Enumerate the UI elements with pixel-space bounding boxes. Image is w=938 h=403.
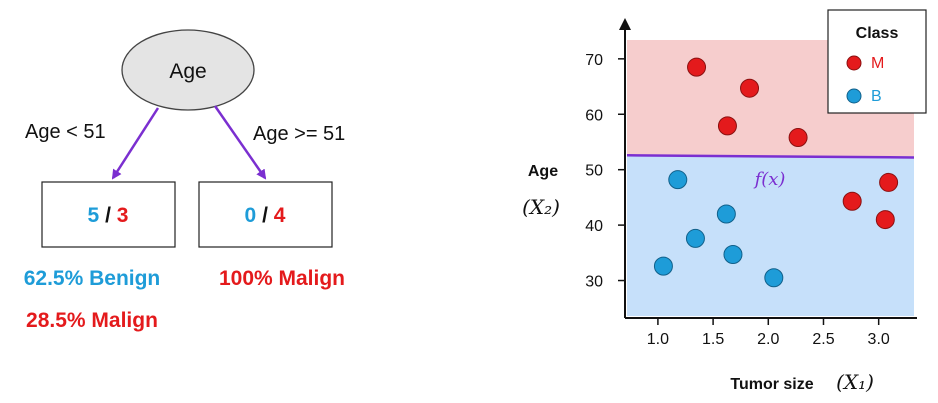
decision-tree: Age Age < 51 Age >= 51 5 / 3 0 / 4 62.5%… — [24, 29, 345, 332]
tree-root-node — [121, 29, 255, 111]
point-b — [723, 244, 743, 264]
x-tick-label: 1.0 — [647, 331, 669, 348]
scatter-chart: f(x) 30 40 50 60 70 1.0 1.5 2.0 2.5 3.0 Age (X₂)… — [522, 9, 927, 394]
point-m — [842, 191, 862, 211]
tree-root-label: Age — [169, 60, 206, 83]
left-leaf-node — [41, 181, 176, 248]
legend-b-marker — [846, 88, 862, 104]
x-tick-label: 2.0 — [757, 331, 779, 348]
right-leaf-separator: / — [256, 204, 274, 227]
y-tick-label: 70 — [585, 52, 603, 69]
left-leaf-separator: / — [99, 204, 117, 227]
decision-boundary-line — [626, 154, 915, 159]
right-edge-label: Age >= 51 — [253, 123, 345, 145]
left-leaf-benign-count: 5 — [88, 204, 100, 227]
point-m — [879, 172, 899, 192]
y-tick-label: 50 — [585, 163, 603, 180]
y-tick-label: 40 — [585, 218, 603, 235]
left-leaf-malign-count: 3 — [117, 204, 129, 227]
point-m — [740, 78, 760, 98]
point-b — [685, 228, 705, 248]
point-b — [653, 256, 673, 276]
right-branch-arrow — [213, 105, 267, 180]
y-ticks: 30 40 50 60 70 — [585, 52, 625, 291]
x-ticks: 1.0 1.5 2.0 2.5 3.0 — [647, 318, 890, 348]
legend-m-label: M — [871, 55, 884, 72]
right-leaf-benign-count: 0 — [245, 204, 257, 227]
legend-m-marker — [846, 55, 862, 71]
y-axis-math-label: (X₂) — [522, 195, 560, 219]
left-leaf-counts: 5 / 3 — [88, 204, 129, 227]
point-b — [764, 268, 784, 288]
x-tick-label: 2.5 — [812, 331, 834, 348]
y-tick-label: 30 — [585, 274, 603, 291]
x-axis-math-label: (X₁) — [836, 370, 874, 394]
point-m — [875, 210, 895, 230]
y-axis-label: Age — [528, 163, 558, 180]
x-axis-label: Tumor size — [730, 376, 813, 393]
left-edge-label: Age < 51 — [25, 121, 106, 143]
point-b — [668, 170, 688, 190]
y-tick-label: 60 — [585, 107, 603, 124]
legend: Class M B — [827, 9, 927, 114]
right-leaf-malign-stat: 100% Malign — [219, 267, 345, 290]
legend-box — [827, 9, 927, 114]
point-m — [788, 128, 808, 148]
point-b — [716, 204, 736, 224]
x-tick-label: 1.5 — [702, 331, 724, 348]
left-branch-arrow — [111, 107, 160, 180]
right-leaf-node — [198, 181, 333, 248]
right-leaf-counts: 0 / 4 — [245, 204, 286, 227]
legend-title: Class — [856, 25, 899, 42]
point-m — [717, 116, 737, 136]
left-leaf-benign-stat: 62.5% Benign — [24, 267, 161, 290]
right-leaf-malign-count: 4 — [274, 204, 286, 227]
legend-b-label: B — [871, 88, 882, 105]
point-m — [687, 57, 707, 77]
left-leaf-malign-stat: 28.5% Malign — [26, 309, 158, 332]
decision-function-label: f(x) — [753, 169, 786, 190]
data-points — [653, 57, 899, 288]
x-tick-label: 3.0 — [868, 331, 890, 348]
